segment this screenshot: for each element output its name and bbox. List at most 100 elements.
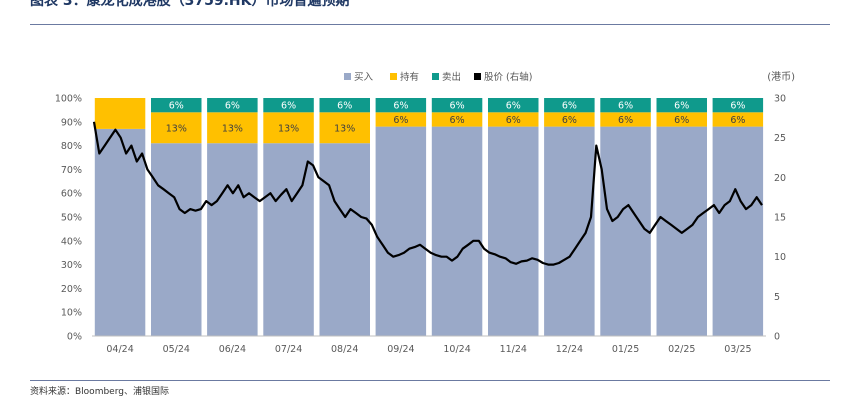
y-left-tick-label: 70% — [61, 165, 82, 176]
bar-data-label: 6% — [506, 115, 521, 126]
y-left-tick-label: 90% — [61, 117, 82, 128]
bar-data-label: 6% — [450, 115, 465, 126]
x-tick-label: 07/24 — [275, 344, 302, 355]
bar-data-label: 6% — [225, 101, 240, 112]
y-left-tick-label: 30% — [61, 260, 82, 271]
y-right-tick-label: 5 — [774, 292, 780, 303]
legend-label: 股价 (右轴) — [484, 71, 532, 83]
bar-segment — [94, 98, 146, 129]
legend-label: 卖出 — [442, 71, 461, 83]
x-tick-label: 01/25 — [612, 344, 639, 355]
bar-data-label: 6% — [562, 115, 577, 126]
axes-layer: 04/24 05/24 06/24 07/24 08/24 09/24 10/24 11/24… — [55, 71, 795, 355]
bar-segment — [544, 112, 595, 127]
bar-segment — [544, 98, 595, 113]
y-left-tick-label: 50% — [61, 213, 82, 224]
top-rule — [30, 24, 830, 25]
legend-label: 买入 — [354, 72, 374, 83]
price-layer — [92, 121, 763, 266]
bar-segment — [151, 98, 202, 113]
legend-swatch — [474, 73, 481, 80]
bar-data-label: 6% — [730, 101, 745, 112]
y-left-tick-label: 80% — [61, 141, 82, 152]
bar-data-label: 6% — [337, 101, 352, 112]
bar-data-label: 6% — [450, 101, 465, 112]
bar-data-label: 6% — [730, 115, 745, 126]
legend-label: 持有 — [400, 71, 419, 83]
bar-segment — [431, 112, 483, 127]
y-right-tick-label: 20 — [774, 173, 786, 184]
bar-data-label: 13% — [278, 123, 299, 134]
bar-segment — [319, 98, 370, 113]
x-tick-label: 10/24 — [443, 344, 470, 355]
bar-segment — [600, 112, 651, 127]
bar-segment — [375, 98, 427, 113]
figure-title: 图表 3：康龙化成港股（3759.HK）市场普遍预期 — [30, 0, 350, 9]
bar-segment — [600, 126, 651, 336]
y-right-tick-label: 10 — [774, 252, 786, 263]
y-left-tick-label: 40% — [61, 236, 82, 247]
bar-data-label: 6% — [169, 101, 184, 112]
legend: 买入 持有 卖出 股价 (右轴) — [344, 71, 532, 83]
bar-segment — [263, 112, 314, 144]
bar-data-label: 6% — [281, 101, 296, 112]
bar-segment — [600, 98, 651, 113]
bar-segment — [712, 112, 764, 127]
x-tick-label: 02/25 — [668, 344, 695, 355]
bar-data-label: 6% — [393, 101, 408, 112]
legend-swatch — [390, 73, 397, 80]
y-left-tick-label: 20% — [61, 284, 82, 295]
x-tick-label: 04/24 — [106, 344, 133, 355]
bar-segment — [431, 98, 483, 113]
bottom-rule — [30, 380, 830, 381]
bar-data-label: 6% — [618, 101, 633, 112]
y-left-tick-label: 10% — [61, 308, 82, 319]
bar-segment — [207, 112, 258, 144]
bar-segment — [94, 128, 146, 336]
x-tick-label: 11/24 — [500, 344, 527, 355]
x-tick-label: 09/24 — [387, 344, 414, 355]
bar-segment — [319, 143, 370, 336]
price-line — [92, 121, 763, 266]
x-tick-label: 12/24 — [556, 344, 583, 355]
y-right-unit-label: (港币) — [767, 71, 795, 83]
bar-data-label: 6% — [674, 115, 689, 126]
y-left-tick-label: 60% — [61, 189, 82, 200]
y-right-tick-label: 25 — [774, 133, 786, 144]
bar-segment — [207, 98, 258, 113]
legend-swatch — [432, 73, 439, 80]
bar-segment — [656, 112, 707, 127]
bar-segment — [151, 112, 202, 144]
bar-segment — [488, 126, 539, 336]
bar-segment — [431, 126, 483, 336]
bar-data-label: 6% — [506, 101, 521, 112]
bars-layer — [94, 98, 764, 336]
x-tick-label: 08/24 — [331, 344, 358, 355]
bar-labels-layer: 13% 6% 13% 6% 13% 6% 13% 6% 6% 6% 6% 6% 6% 6% 6% 6% 6% 6%… — [166, 101, 746, 135]
bar-data-label: 6% — [618, 115, 633, 126]
bar-segment — [712, 98, 764, 113]
y-right-tick-label: 30 — [774, 94, 786, 105]
y-right-tick-label: 15 — [774, 213, 786, 224]
bar-data-label: 6% — [674, 101, 689, 112]
bar-segment — [319, 112, 370, 144]
bar-segment — [656, 98, 707, 113]
bar-data-label: 13% — [166, 123, 187, 134]
legend-swatch — [344, 73, 351, 80]
bar-segment — [656, 126, 707, 336]
x-tick-label: 03/25 — [724, 344, 751, 355]
source-note: 资料来源：Bloomberg、浦银国际 — [30, 387, 169, 397]
bar-data-label: 13% — [334, 123, 355, 134]
stacked-bar-price-chart: 13% 6% 13% 6% 13% 6% 13% 6% 6% 6% 6% 6% 6% 6% 6% 6% 6% 6%… — [55, 71, 795, 355]
bar-segment — [151, 143, 202, 336]
bar-segment — [207, 143, 258, 336]
bar-segment — [375, 126, 427, 336]
bar-data-label: 6% — [393, 115, 408, 126]
y-left-tick-label: 0% — [67, 332, 82, 343]
bar-data-label: 6% — [562, 101, 577, 112]
bar-segment — [488, 98, 539, 113]
bar-segment — [375, 112, 427, 127]
y-right-tick-label: 0 — [774, 332, 780, 343]
bar-segment — [488, 112, 539, 127]
x-tick-label: 05/24 — [163, 344, 190, 355]
